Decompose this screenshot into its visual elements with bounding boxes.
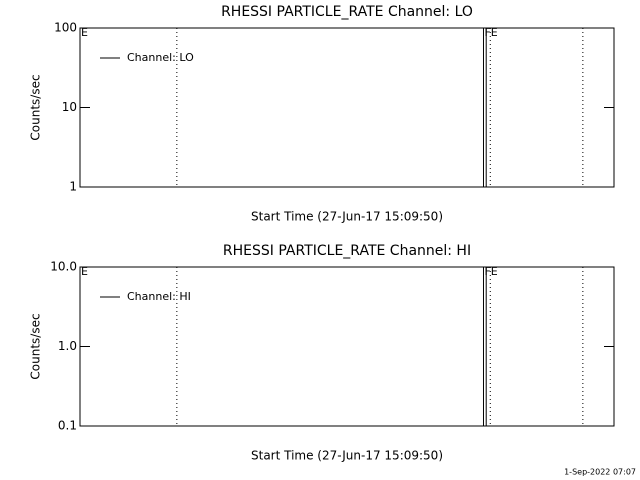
y-tick-label: 10.0: [50, 260, 77, 274]
y-tick-label: 1: [69, 180, 77, 194]
chart-title: RHESSI PARTICLE_RATE Channel: HI: [223, 243, 471, 259]
annotation: FE: [484, 265, 497, 278]
footer: 1-Sep-2022 07:07: [564, 468, 636, 477]
annotation: E: [81, 26, 88, 39]
legend-label: Channel: LO: [127, 51, 194, 64]
y-axis-label: Counts/sec: [29, 313, 43, 379]
chart-title: RHESSI PARTICLE_RATE Channel: LO: [221, 4, 473, 20]
annotation: FE: [484, 26, 497, 39]
y-axis-label: Counts/sec: [29, 74, 43, 140]
x-axis-label: Start Time (27-Jun-17 15:09:50): [251, 210, 443, 224]
x-axis-label: Start Time (27-Jun-17 15:09:50): [251, 449, 443, 463]
annotation: E: [81, 265, 88, 278]
y-tick-label: 10: [62, 100, 77, 114]
y-tick-label: 100: [54, 21, 77, 35]
y-tick-label: 0.1: [58, 419, 77, 433]
legend-label: Channel: HI: [127, 290, 191, 303]
y-tick-label: 1.0: [58, 339, 77, 353]
